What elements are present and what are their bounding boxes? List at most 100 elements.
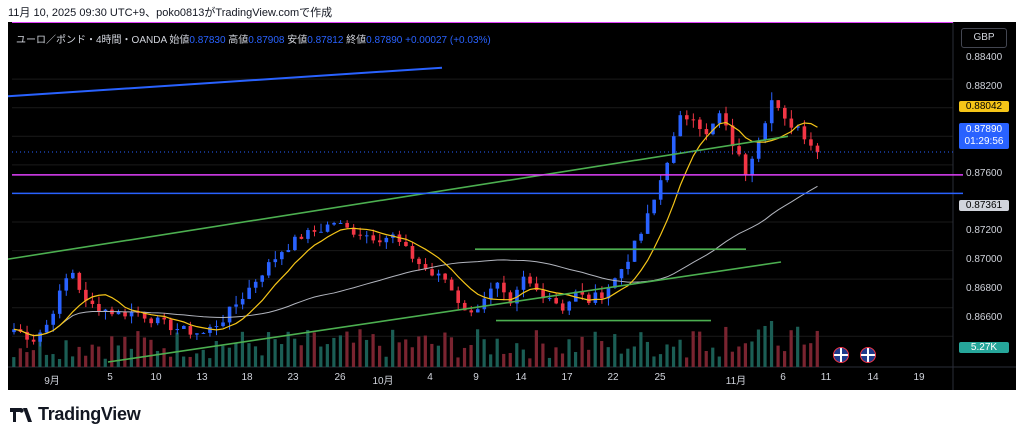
volume-bar: [756, 329, 761, 367]
volume-bar: [789, 330, 793, 367]
candle-body: [606, 287, 611, 299]
x-tick: 19: [913, 372, 925, 383]
price-chart-svg[interactable]: [8, 22, 1016, 390]
candle-body: [704, 129, 709, 135]
volume-bar: [332, 337, 336, 367]
candle-body: [195, 333, 199, 335]
volume-bar: [142, 337, 147, 367]
y-tick: 0.87000: [966, 254, 1003, 265]
candle-body: [645, 213, 650, 234]
channel-lower-trend-line: [107, 261, 782, 363]
candle-body: [462, 302, 467, 311]
x-tick: 14: [515, 372, 527, 383]
candle-body: [306, 230, 310, 239]
volume-bar: [711, 347, 715, 367]
low-label: 安値: [287, 35, 308, 46]
uk-event-icon[interactable]: [833, 347, 849, 363]
volume-bar: [31, 350, 35, 367]
volume-bar: [573, 352, 578, 367]
volume-bar: [221, 345, 225, 367]
candle-body: [240, 298, 245, 305]
candle-body: [364, 235, 369, 237]
volume-bar: [293, 338, 297, 367]
volume-bar: [724, 326, 728, 367]
volume-bar: [338, 335, 343, 367]
candle-body: [789, 118, 794, 128]
candle-body: [456, 290, 460, 303]
y-tick: 0.86600: [966, 312, 1003, 323]
volume-bar: [508, 352, 512, 367]
volume-bar: [632, 346, 636, 367]
volume-bar: [554, 347, 558, 367]
volume-bar: [743, 343, 748, 367]
x-tick: 26: [334, 372, 346, 383]
volume-bar: [253, 346, 258, 367]
candle-body: [260, 275, 265, 282]
candle-body: [580, 291, 585, 295]
candle-body: [25, 331, 29, 340]
volume-bar: [90, 344, 94, 367]
candle-body: [534, 283, 539, 291]
x-tick: 5: [107, 372, 113, 383]
candle-body: [541, 290, 545, 299]
x-tick: 13: [196, 372, 208, 383]
volume-bar: [247, 343, 251, 367]
candle-body: [737, 146, 741, 155]
candle-body: [658, 180, 663, 200]
volume-bar: [639, 332, 643, 367]
volume-bar: [750, 341, 754, 367]
candle-body: [547, 298, 552, 300]
candle-body: [319, 231, 323, 233]
volume-bar: [12, 357, 16, 367]
volume-bar: [678, 339, 682, 367]
candle-body: [162, 317, 167, 320]
candle-body: [567, 301, 572, 311]
volume-bar: [345, 331, 349, 367]
candle-body: [77, 272, 82, 290]
volume-bar: [77, 346, 81, 367]
symbol-title: ユーロ／ポンド・4時間・OANDA: [16, 35, 167, 46]
candle-body: [299, 236, 304, 239]
brand-name: TradingView: [38, 404, 141, 424]
volume-bar: [286, 331, 290, 367]
candle-body: [743, 154, 748, 176]
candle-body: [345, 222, 349, 228]
candle-body: [776, 100, 781, 108]
candle-body: [482, 298, 487, 310]
volume-bar: [521, 349, 525, 367]
candle-body: [142, 312, 147, 319]
candle-body: [560, 303, 565, 311]
channel-upper-trend-line: [8, 135, 789, 260]
candle-body: [103, 309, 108, 312]
volume-bar: [214, 340, 218, 367]
y-tick: 0.87600: [966, 168, 1003, 179]
currency-button[interactable]: GBP: [961, 28, 1007, 48]
volume-bar: [783, 351, 787, 367]
candle-body: [280, 252, 284, 260]
uk-event-icon[interactable]: [860, 347, 876, 363]
chart-area[interactable]: ユーロ／ポンド・4時間・OANDA 始値0.87830 高値0.87908 安値…: [8, 22, 1016, 390]
candle-body: [626, 261, 630, 270]
candle-body: [312, 230, 317, 232]
candle-body: [489, 288, 493, 299]
volume-bar: [685, 357, 689, 367]
candle-body: [116, 311, 121, 315]
ma-fast-line: [13, 121, 818, 337]
candle-body: [619, 269, 624, 279]
volume-bar: [70, 356, 75, 367]
candle-body: [613, 278, 617, 288]
volume-bar: [587, 349, 591, 367]
volume-bar: [430, 343, 434, 367]
candle-body: [70, 272, 75, 279]
volume-bar: [410, 347, 414, 367]
candle-body: [449, 279, 454, 291]
tradingview-logo[interactable]: TradingView: [10, 404, 141, 425]
volume-bar: [208, 358, 212, 367]
volume-bar: [182, 356, 186, 367]
volume-bar: [162, 348, 166, 367]
candle-body: [554, 298, 558, 304]
tradingview-logo-icon: [10, 407, 32, 422]
x-tick: 14: [867, 372, 879, 383]
last-price-value: 0.87890: [965, 124, 1003, 135]
volume-bar: [397, 342, 401, 367]
